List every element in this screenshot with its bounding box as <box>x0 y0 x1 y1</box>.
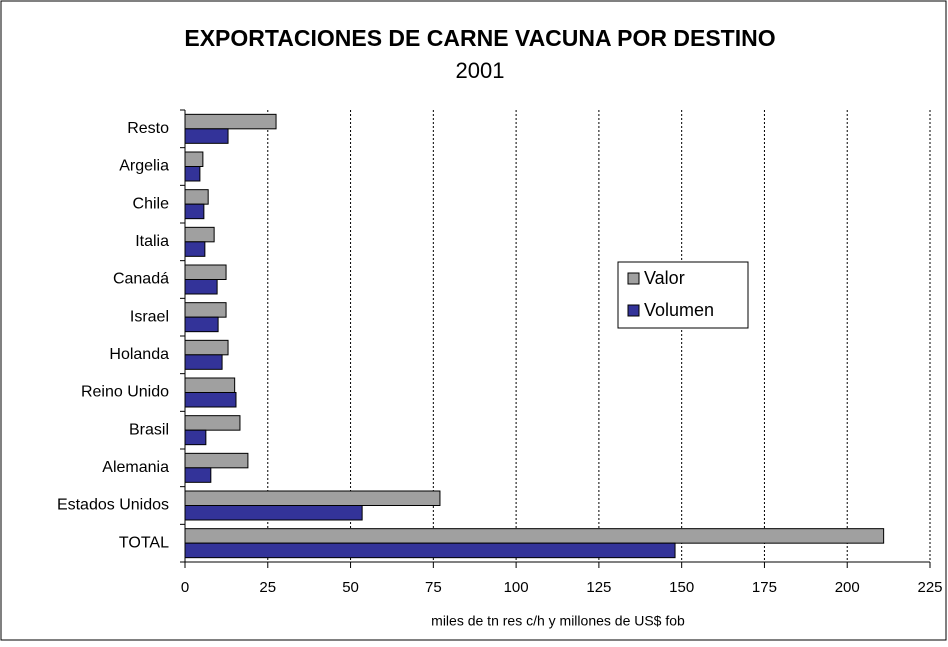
bar <box>184 302 227 318</box>
bar <box>184 203 205 220</box>
legend-swatch <box>627 304 640 317</box>
y-tick-label: Brasil <box>129 421 169 438</box>
bar <box>184 166 201 182</box>
bar <box>184 226 215 243</box>
x-tick-label: 125 <box>586 579 611 596</box>
y-tick-label: Argelia <box>119 158 169 175</box>
x-tick-label: 150 <box>669 579 694 596</box>
bar <box>184 528 885 544</box>
bar <box>184 490 441 506</box>
x-tick-label: 25 <box>259 579 276 596</box>
bar <box>184 452 249 469</box>
bar <box>184 415 241 431</box>
legend-box <box>617 261 749 329</box>
bar <box>184 189 209 205</box>
bar <box>184 377 236 393</box>
y-tick-label: Estados Unidos <box>57 497 169 514</box>
bar <box>184 279 218 295</box>
x-axis-label: miles de tn res c/h y millones de US$ fo… <box>431 613 685 629</box>
bar <box>184 339 229 356</box>
bar <box>184 392 237 408</box>
bar <box>184 467 212 483</box>
y-tick-label: Holanda <box>109 346 169 363</box>
legend-label: Valor <box>644 268 685 288</box>
legend-label: Volumen <box>644 300 714 320</box>
y-tick-label: Italia <box>135 233 169 250</box>
y-tick-label: Reino Unido <box>81 384 169 401</box>
x-tick-label: 200 <box>835 579 860 596</box>
x-tick-label: 50 <box>342 579 359 596</box>
x-tick-label: 225 <box>917 579 942 596</box>
y-tick-label: Israel <box>130 308 169 325</box>
chart-title: EXPORTACIONES DE CARNE VACUNA POR DESTIN… <box>184 25 775 51</box>
bar <box>184 264 227 280</box>
chart-subtitle: 2001 <box>456 58 505 83</box>
y-tick-label: Canadá <box>113 271 169 288</box>
bar <box>184 113 277 130</box>
bar <box>184 354 223 370</box>
y-tick-label: Alemania <box>102 459 169 476</box>
bar <box>184 542 676 559</box>
bar <box>184 151 204 167</box>
bar <box>184 505 363 521</box>
x-tick-label: 0 <box>181 579 189 596</box>
x-tick-label: 100 <box>504 579 529 596</box>
y-tick-label: TOTAL <box>119 534 169 551</box>
x-tick-label: 75 <box>425 579 442 596</box>
bar <box>184 316 219 333</box>
bar <box>184 241 206 257</box>
y-tick-label: Resto <box>127 120 169 137</box>
legend-swatch <box>627 272 640 285</box>
y-tick-label: Chile <box>133 195 170 212</box>
bar <box>184 429 207 446</box>
bar <box>184 128 229 144</box>
x-tick-label: 175 <box>752 579 777 596</box>
